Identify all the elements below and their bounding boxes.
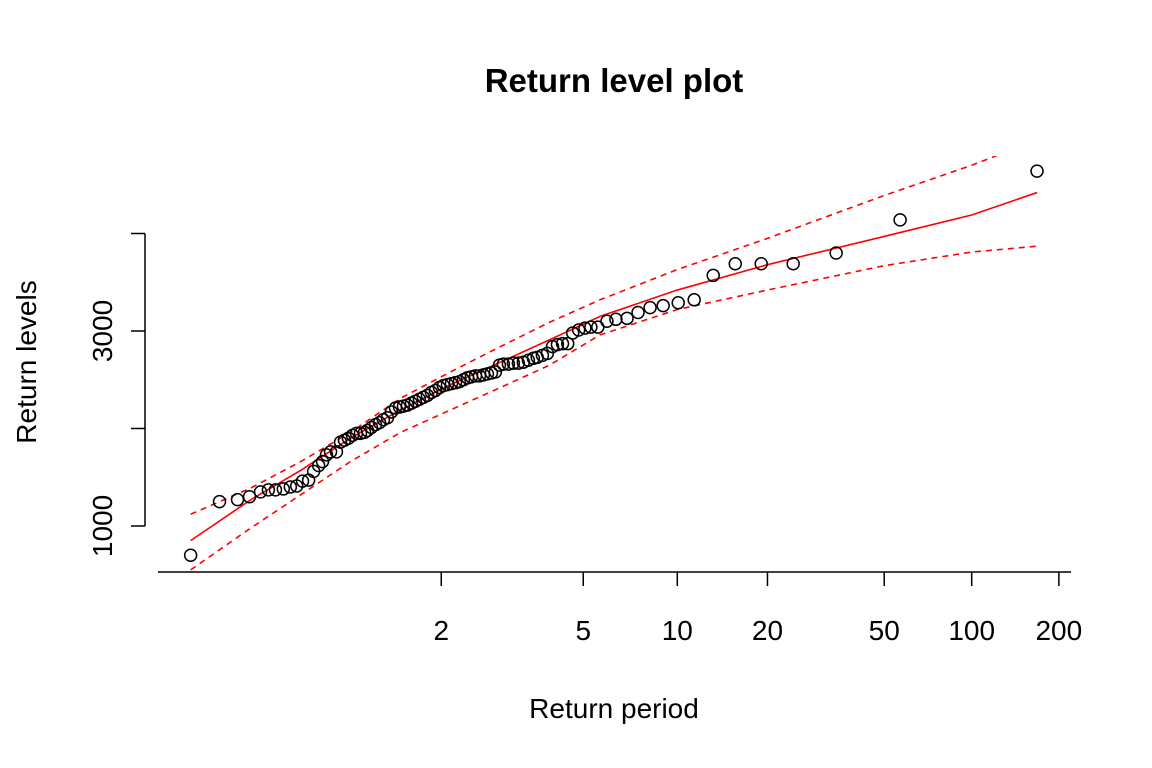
data-point (786, 256, 800, 271)
data-point (242, 489, 257, 504)
data-point (506, 356, 521, 370)
data-point (253, 485, 268, 499)
data-point (319, 448, 334, 462)
data-point (315, 454, 330, 469)
data-point (671, 295, 685, 310)
data-point (550, 337, 565, 352)
data-point (893, 213, 907, 227)
y-tick-label: 3000 (87, 300, 118, 362)
data-point (754, 256, 768, 271)
y-tick-label: 1000 (87, 495, 118, 557)
x-tick-label: 20 (752, 615, 783, 646)
data-point (706, 268, 720, 283)
data-point (268, 483, 283, 497)
x-tick-label: 10 (662, 615, 693, 646)
x-tick-label: 5 (575, 615, 591, 646)
x-tick-label: 2 (433, 615, 449, 646)
data-point (212, 494, 227, 509)
data-point (261, 483, 276, 497)
data-point (311, 458, 326, 473)
data-point (511, 356, 526, 370)
data-point (829, 246, 843, 260)
data-point (687, 293, 701, 307)
x-axis-label: Return period (529, 693, 699, 724)
data-point (540, 346, 555, 361)
x-tick-label: 200 (1035, 615, 1082, 646)
data-point (609, 312, 623, 327)
x-tick-label: 100 (948, 615, 995, 646)
y-axis-label: Return levels (11, 280, 42, 443)
chart-title: Return level plot (485, 62, 744, 99)
data-point (183, 548, 198, 562)
data-point (295, 474, 310, 488)
data-point (276, 482, 291, 496)
data-point (283, 480, 298, 494)
data-point (728, 256, 742, 271)
data-point (560, 336, 575, 351)
x-tick-label: 50 (869, 615, 900, 646)
data-point (1030, 164, 1044, 178)
data-point (656, 298, 670, 313)
data-point (620, 311, 634, 326)
data-point (501, 357, 516, 371)
fit-line (190, 191, 1038, 542)
data-point (488, 365, 503, 379)
confidence-line (190, 245, 1038, 571)
data-point (428, 383, 443, 398)
data-point (571, 323, 586, 337)
data-point (357, 425, 372, 440)
data-point (600, 314, 614, 328)
data-point (643, 300, 657, 315)
data-point (578, 321, 592, 335)
data-point (372, 415, 387, 430)
data-point (584, 320, 598, 334)
data-point (323, 445, 338, 459)
data-point (496, 357, 511, 371)
curves (190, 156, 1038, 571)
data-point (555, 336, 570, 351)
data-point (631, 305, 645, 320)
data-point (420, 388, 435, 403)
